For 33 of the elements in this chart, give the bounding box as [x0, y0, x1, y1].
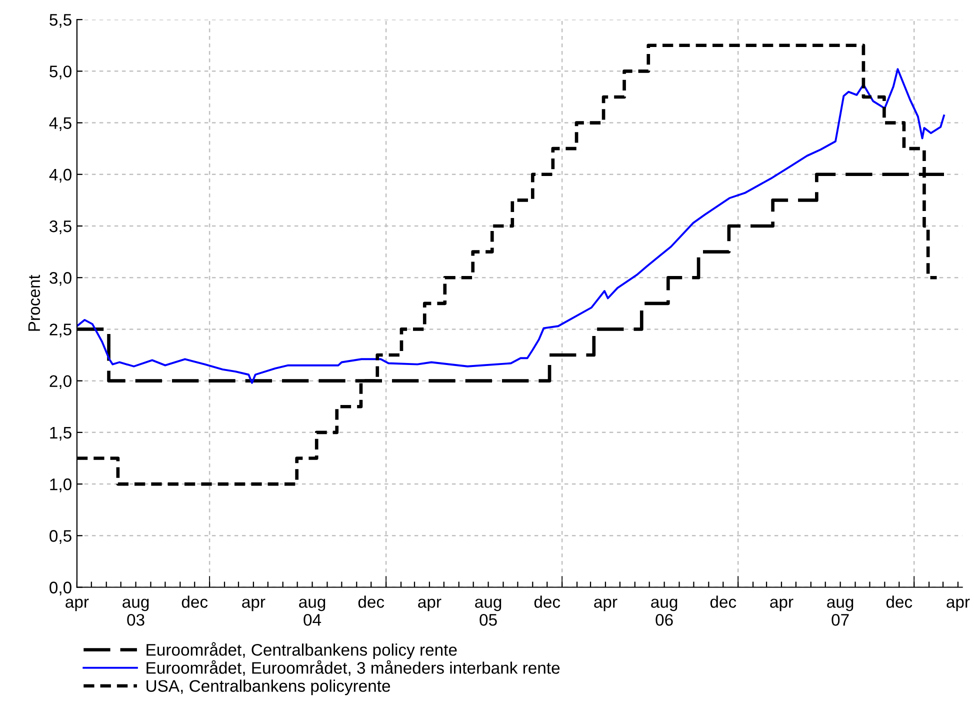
x-tick-label: dec: [710, 596, 736, 608]
y-tick-label: 0,5: [50, 530, 72, 544]
x-tick-label: apr: [66, 598, 89, 612]
y-tick-label: 3,5: [50, 220, 72, 234]
x-tick-label: aug 04: [299, 598, 326, 626]
y-tick-label: 1,0: [50, 478, 72, 492]
x-tick-label: aug 06: [651, 598, 678, 626]
legend-label: USA, Centralbankens policyrente: [146, 680, 390, 696]
y-tick-label: 0,0: [50, 582, 72, 596]
x-tick-label: apr: [946, 598, 970, 612]
x-tick-label: dec: [534, 596, 560, 608]
y-axis-title: Procent: [28, 274, 40, 331]
x-tick-label: apr: [594, 598, 618, 612]
x-tick-label: apr: [770, 598, 794, 612]
y-tick-label: 2,0: [50, 375, 72, 389]
x-tick-label: dec: [358, 596, 384, 608]
y-tick-label: 5,5: [50, 14, 72, 28]
x-tick-label: dec: [182, 596, 208, 608]
y-tick-label: 3,0: [50, 272, 72, 286]
line-series: [76, 68, 945, 384]
x-tick-label: dec: [886, 596, 912, 608]
x-tick-label: aug 07: [827, 598, 854, 626]
y-tick-label: 4,5: [49, 117, 72, 131]
x-tick-label: aug 03: [122, 598, 149, 626]
x-tick-label: apr: [242, 598, 266, 612]
x-tick-label: apr: [418, 598, 442, 612]
legend-label: Euroområdet, Centralbankens policy rente: [146, 642, 457, 660]
y-tick-label: 1,5: [50, 427, 72, 441]
y-tick-label: 5,0: [50, 66, 72, 80]
legend-label: Euroområdet, Euroområdet, 3 måneders interbank rente: [146, 660, 560, 676]
x-tick-label: aug 05: [475, 598, 502, 626]
y-tick-label: 2,5: [50, 324, 72, 338]
y-tick-label: 4,0: [49, 168, 72, 183]
